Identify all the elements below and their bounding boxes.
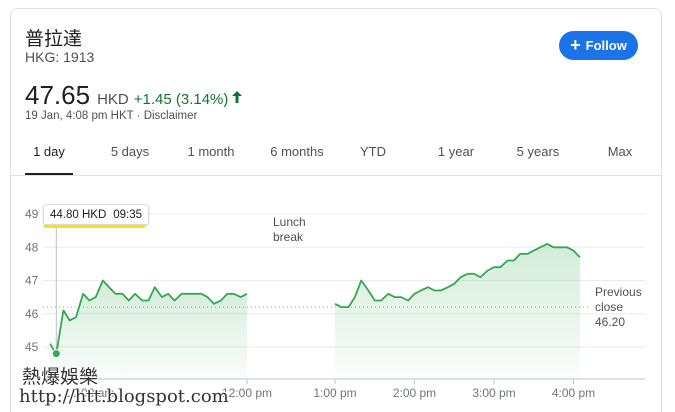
lunch-break-label: Lunch break: [273, 215, 306, 244]
y-tick-label: 45: [25, 340, 39, 354]
morning-series-area: [50, 280, 247, 379]
tabs-divider: [10, 175, 662, 176]
tab-1-year[interactable]: 1 year: [437, 144, 475, 159]
tab-5-days[interactable]: 5 days: [110, 144, 150, 159]
previous-close-value: 46.20: [595, 315, 626, 329]
tooltip-highlight: [44, 225, 145, 228]
price-change: +1.45 (3.14%): [133, 91, 229, 108]
y-tick-label: 48: [25, 240, 39, 254]
tab-1-month[interactable]: 1 month: [187, 144, 235, 159]
current-price: 47.65: [25, 80, 91, 110]
quote-meta: 19 Jan, 4:08 pm HKT · Disclaimer: [25, 110, 197, 122]
tab-1-day[interactable]: 1 day: [25, 144, 73, 175]
tooltip-price: 44.80 HKD: [50, 208, 107, 221]
y-tick-label: 47: [25, 274, 39, 288]
price-currency: HKD: [97, 91, 129, 108]
range-tabs: 1 day 5 days 1 month 6 months YTD 1 year…: [10, 140, 662, 176]
y-tick-label: 46: [25, 307, 39, 321]
follow-label: Follow: [585, 38, 627, 53]
tab-5-years[interactable]: 5 years: [516, 144, 560, 159]
y-tick-label: 49: [25, 207, 39, 221]
tab-ytd[interactable]: YTD: [360, 144, 386, 159]
disclaimer-link[interactable]: Disclaimer: [143, 110, 198, 122]
company-name: 普拉達: [25, 28, 83, 50]
watermark-url: http://htt.blogspot.com: [19, 386, 229, 407]
x-tick-label: 2:00 pm: [393, 386, 436, 400]
afternoon-series-area: [335, 243, 580, 379]
x-tick-label: 4:00 pm: [552, 386, 595, 400]
morning-series-line: [49, 279, 248, 355]
plus-icon: +: [570, 34, 581, 55]
x-tick-label: 12:00 pm: [222, 386, 272, 400]
ticker-symbol: HKG: 1913: [25, 49, 95, 65]
arrow-up-icon: [232, 91, 243, 103]
x-tick-label: 1:00 pm: [313, 386, 356, 400]
quote-timestamp: 19 Jan, 4:08 pm HKT ·: [25, 110, 144, 122]
hover-point: [51, 349, 61, 359]
x-tick-label: 10:00 am: [64, 386, 114, 400]
tab-max[interactable]: Max: [607, 144, 633, 159]
tab-6-months[interactable]: 6 months: [270, 144, 324, 159]
watermark-title: 熱爆娛樂: [22, 366, 99, 388]
price-row: 47.65 HKD +1.45 (3.14%): [25, 80, 243, 111]
follow-button[interactable]: + Follow: [559, 31, 638, 60]
previous-close-label: Previous close 46.20: [595, 285, 642, 329]
tooltip-time: 09:35: [113, 208, 143, 221]
x-tick-label: 3:00 pm: [472, 386, 515, 400]
afternoon-series-line: [334, 243, 581, 308]
hover-tooltip: 44.80 HKD 09:35: [43, 204, 150, 225]
